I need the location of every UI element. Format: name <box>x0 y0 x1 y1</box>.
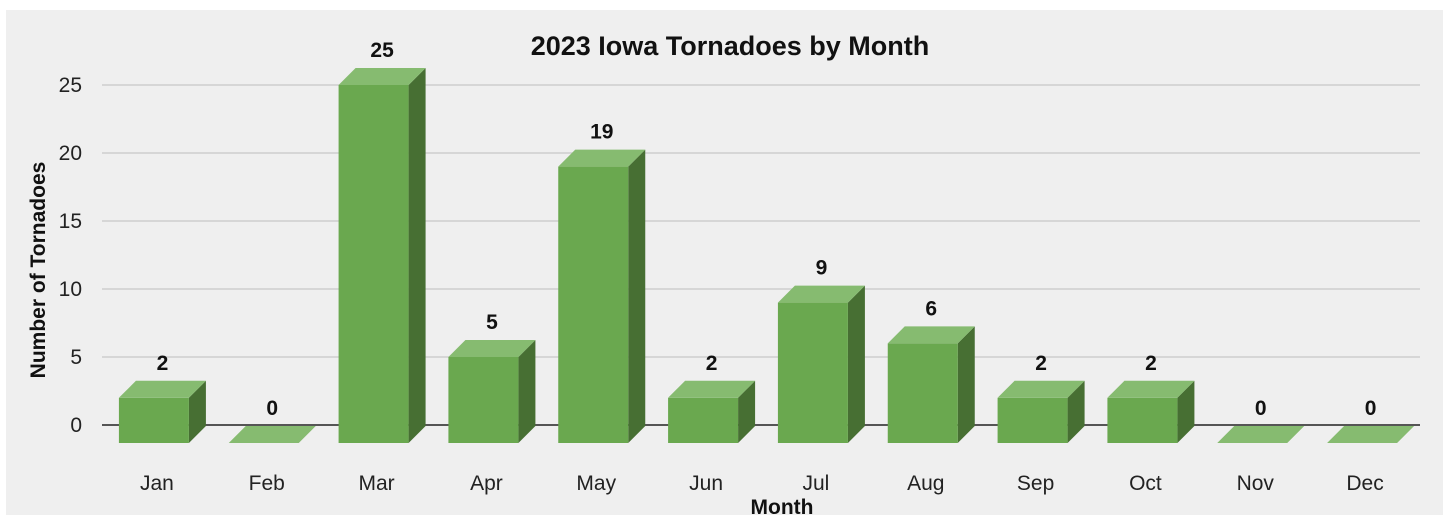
bar-jul <box>777 285 865 443</box>
bar-side <box>628 149 646 443</box>
bar-top <box>668 380 756 398</box>
x-tick-label: Sep <box>1017 472 1054 495</box>
y-axis-ticks: 0 5 10 15 20 25 <box>59 74 82 437</box>
bar-side <box>1067 380 1085 443</box>
data-label: 0 <box>1365 397 1377 420</box>
x-tick-label: Jun <box>689 472 723 495</box>
y-tick-label: 25 <box>59 74 82 97</box>
x-tick-label: May <box>576 472 616 495</box>
x-tick-label: Oct <box>1129 472 1162 495</box>
bar-front <box>448 357 519 443</box>
data-label: 2 <box>1145 352 1157 375</box>
bar-top <box>118 380 206 398</box>
x-tick-label: Mar <box>358 472 394 495</box>
data-label: 25 <box>370 39 394 62</box>
data-label: 2 <box>706 352 718 375</box>
bar-mar <box>338 68 426 443</box>
data-label: 2 <box>1035 352 1047 375</box>
bar-top <box>1327 426 1415 443</box>
data-label: 5 <box>486 311 498 334</box>
bar-top <box>1217 426 1305 443</box>
bar-top <box>228 426 316 443</box>
bar-oct <box>1107 380 1195 443</box>
bar-may <box>558 149 646 443</box>
data-label: 0 <box>1255 397 1267 420</box>
y-tick-label: 10 <box>59 278 82 301</box>
bar-side <box>847 285 865 443</box>
x-tick-label: Nov <box>1237 472 1275 495</box>
x-tick-label: Apr <box>470 472 503 495</box>
y-tick-label: 15 <box>59 210 82 233</box>
data-label: 0 <box>266 397 278 420</box>
bar-front <box>887 343 958 443</box>
y-tick-label: 5 <box>70 346 82 369</box>
bar-side <box>957 326 975 443</box>
x-tick-label: Feb <box>249 472 285 495</box>
bar-front <box>118 397 189 443</box>
data-labels: 2 0 25 5 19 2 9 6 2 2 0 0 <box>157 39 1377 420</box>
bar-top <box>448 340 536 357</box>
y-tick-label: 20 <box>59 142 82 165</box>
bar-top <box>338 68 426 85</box>
x-tick-label: Aug <box>907 472 944 495</box>
x-axis-title: Month <box>751 496 814 515</box>
data-label: 6 <box>925 297 937 320</box>
bar-sep <box>997 380 1085 443</box>
bar-top <box>777 285 865 303</box>
bar-front <box>338 85 409 443</box>
data-label: 9 <box>816 257 828 280</box>
bar-top <box>1107 380 1195 398</box>
bar-jan <box>118 380 206 443</box>
bar-top <box>887 326 975 344</box>
bar-side <box>1177 380 1195 443</box>
bar-side <box>408 68 426 443</box>
bar-front <box>1107 397 1178 443</box>
bar-side <box>518 340 536 443</box>
data-label: 19 <box>590 121 613 144</box>
bars <box>118 68 1415 443</box>
bar-side <box>188 380 206 443</box>
bar-front <box>668 397 739 443</box>
y-axis-title: Number of Tornadoes <box>27 162 50 379</box>
bar-top <box>558 149 646 167</box>
bar-jun <box>668 380 756 443</box>
chart-frame: 0 5 10 15 20 25 Jan Feb Mar Apr May Jun Jul Aug Sep Oc… <box>6 10 1443 519</box>
x-tick-label: Jan <box>140 472 174 495</box>
chart-title: 2023 Iowa Tornadoes by Month <box>531 31 930 61</box>
bar-dec <box>1327 426 1415 443</box>
bar-front <box>997 397 1068 443</box>
bar-side <box>738 380 756 443</box>
data-label: 2 <box>157 352 169 375</box>
x-axis-ticks: Jan Feb Mar Apr May Jun Jul Aug Sep Oct Nov Dec <box>140 472 1384 495</box>
bar-nov <box>1217 426 1305 443</box>
x-tick-label: Dec <box>1346 472 1383 495</box>
y-tick-label: 0 <box>70 414 82 437</box>
bar-front <box>558 166 629 443</box>
bar-apr <box>448 340 536 443</box>
x-tick-label: Jul <box>802 472 829 495</box>
gridlines <box>102 84 1420 426</box>
bar-front <box>777 302 848 443</box>
bar-aug <box>887 326 975 443</box>
bar-feb <box>228 426 316 443</box>
bar-top <box>997 380 1085 398</box>
